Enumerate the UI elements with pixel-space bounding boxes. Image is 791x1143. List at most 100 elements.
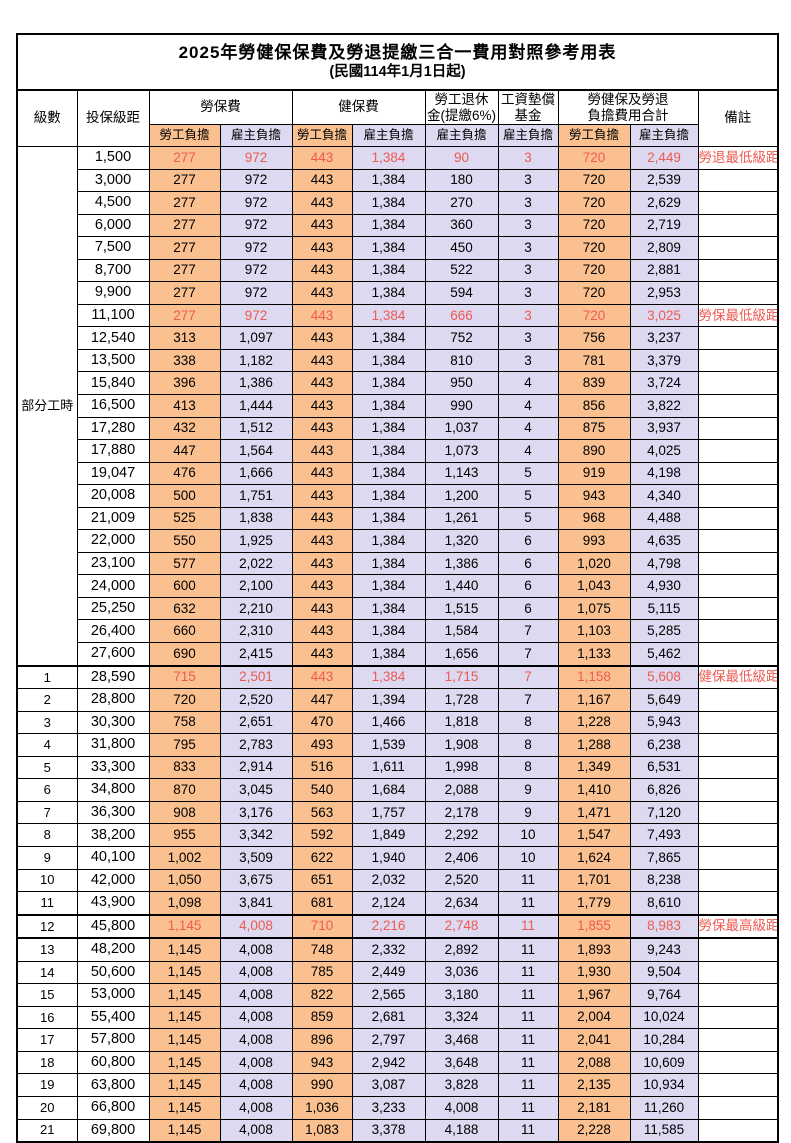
cell-value: 443 [291, 664, 353, 690]
cell-bracket: 19,047 [76, 461, 150, 486]
cell-value: 277 [148, 303, 221, 328]
cell-value: 4,798 [629, 551, 699, 576]
cell-value: 443 [291, 348, 353, 373]
cell-remark [697, 891, 779, 916]
cell-value: 4,488 [629, 506, 699, 531]
cell-bracket: 26,400 [76, 619, 150, 644]
cell-value: 1,728 [424, 688, 499, 712]
cell-value: 972 [219, 168, 293, 193]
cell-value: 2,809 [629, 236, 699, 260]
cell-value: 1,384 [351, 461, 426, 486]
cell-value: 4,930 [629, 574, 699, 598]
cell-value: 3 [497, 258, 559, 283]
cell-value: 4,025 [629, 439, 699, 463]
cell-value: 2,797 [351, 1028, 426, 1052]
cell-value: 1,043 [557, 574, 631, 598]
cell-value: 277 [148, 213, 221, 238]
cell-bracket: 1,500 [76, 146, 150, 170]
cell-value: 968 [557, 506, 631, 531]
cell-bracket: 16,500 [76, 394, 150, 418]
cell-value: 443 [291, 551, 353, 576]
header-pension-line1: 勞工退休 [434, 91, 489, 107]
cell-value: 3,087 [351, 1073, 426, 1097]
cell-value: 338 [148, 348, 221, 373]
cell-remark [697, 823, 779, 847]
table-row: 8,700 277 972 443 1,384 522 3 720 2,881 [17, 258, 779, 283]
table-row: 17,880 447 1,564 443 1,384 1,073 4 890 4,025 [17, 439, 779, 463]
page-title: 2025年勞健保保費及勞退提繳三合一費用對照參考用表 [178, 42, 617, 62]
table-row: 21 69,800 1,145 4,008 1,083 3,378 4,188 11 2,228… [16, 1118, 779, 1143]
header-sub-row: 勞工負擔 雇主負擔 勞工負擔 雇主負擔 雇主負擔 雇主負擔 勞工負擔 雇主負擔 [17, 124, 778, 147]
cell-value: 1,167 [557, 688, 631, 712]
cell-value: 2,681 [351, 1005, 426, 1030]
cell-value: 651 [291, 868, 353, 893]
table-row: 7,500 277 972 443 1,384 450 3 720 2,809 [17, 236, 779, 260]
cell-value: 1,073 [424, 439, 499, 463]
cell-level: 18 [16, 1050, 78, 1075]
cell-value: 2,914 [219, 755, 293, 780]
cell-value: 7,493 [629, 823, 699, 847]
cell-bracket: 15,840 [76, 371, 150, 396]
cell-remark: 勞保最高級距 [697, 913, 779, 939]
cell-bracket: 45,800 [76, 913, 150, 939]
cell-value: 1,394 [351, 688, 426, 712]
cell-value: 1,103 [557, 619, 631, 644]
cell-remark: 健保最低級距 [697, 664, 779, 690]
cell-level: 5 [16, 755, 78, 780]
cell-value: 443 [291, 326, 353, 350]
subheader-total-employer: 雇主負擔 [629, 124, 699, 147]
cell-value: 810 [424, 348, 499, 373]
table-row: 6,000 277 972 443 1,384 360 3 720 2,719 [17, 213, 779, 238]
cell-bracket: 20,008 [76, 484, 150, 508]
cell-value: 3 [497, 281, 559, 305]
cell-bracket: 28,590 [76, 664, 150, 690]
cell-value: 443 [291, 213, 353, 238]
cell-value: 1,539 [351, 733, 426, 757]
cell-value: 720 [148, 688, 221, 712]
cell-value: 4,008 [219, 983, 293, 1007]
cell-bracket: 43,900 [76, 891, 150, 916]
cell-value: 443 [291, 529, 353, 553]
cell-bracket: 24,000 [76, 574, 150, 598]
cell-remark [697, 371, 779, 396]
table-row: 27,600 690 2,415 443 1,384 1,656 7 1,133 5,462 [17, 642, 779, 667]
cell-value: 1,384 [351, 439, 426, 463]
cell-remark [697, 800, 779, 825]
cell-value: 8,610 [629, 891, 699, 916]
cell-bracket: 7,500 [76, 236, 150, 260]
cell-value: 6 [497, 551, 559, 576]
cell-bracket: 4,500 [76, 191, 150, 215]
cell-bracket: 66,800 [76, 1095, 150, 1120]
cell-value: 2,881 [629, 258, 699, 283]
header-pension: 勞工退休 金(提繳6%) [424, 89, 499, 125]
cell-value: 600 [148, 574, 221, 598]
table-row: 18 60,800 1,145 4,008 943 2,942 3,648 11 2,088 10… [16, 1050, 779, 1075]
cell-value: 1,611 [351, 755, 426, 780]
cell-value: 11 [497, 868, 559, 893]
table-row: 13,500 338 1,182 443 1,384 810 3 781 3,379 [17, 348, 779, 373]
cell-value: 2,953 [629, 281, 699, 305]
cell-value: 4,008 [219, 960, 293, 985]
cell-value: 1,075 [557, 596, 631, 621]
cell-value: 3,379 [629, 348, 699, 373]
cell-remark [697, 845, 779, 870]
cell-bracket: 50,600 [76, 960, 150, 985]
cell-value: 4 [497, 416, 559, 441]
table-row: 10 42,000 1,050 3,675 651 2,032 2,520 11 1,701 8,… [16, 868, 779, 893]
subheader-labor-employee: 勞工負擔 [148, 124, 221, 147]
cell-value: 1,757 [351, 800, 426, 825]
cell-value: 1,384 [351, 348, 426, 373]
cell-value: 3 [497, 348, 559, 373]
cell-value: 563 [291, 800, 353, 825]
cell-value: 1,444 [219, 394, 293, 418]
cell-value: 443 [291, 371, 353, 396]
cell-level: 6 [16, 778, 78, 802]
cell-remark: 勞保最低級距 [697, 303, 779, 328]
table-row: 15 53,000 1,145 4,008 822 2,565 3,180 11 1,967 9,… [16, 983, 779, 1007]
cell-value: 447 [291, 688, 353, 712]
header-total-line1: 勞健保及勞退 [587, 91, 669, 107]
cell-value: 715 [148, 664, 221, 690]
cell-value: 2,124 [351, 891, 426, 916]
cell-value: 9,504 [629, 960, 699, 985]
cell-value: 4,008 [219, 1073, 293, 1097]
